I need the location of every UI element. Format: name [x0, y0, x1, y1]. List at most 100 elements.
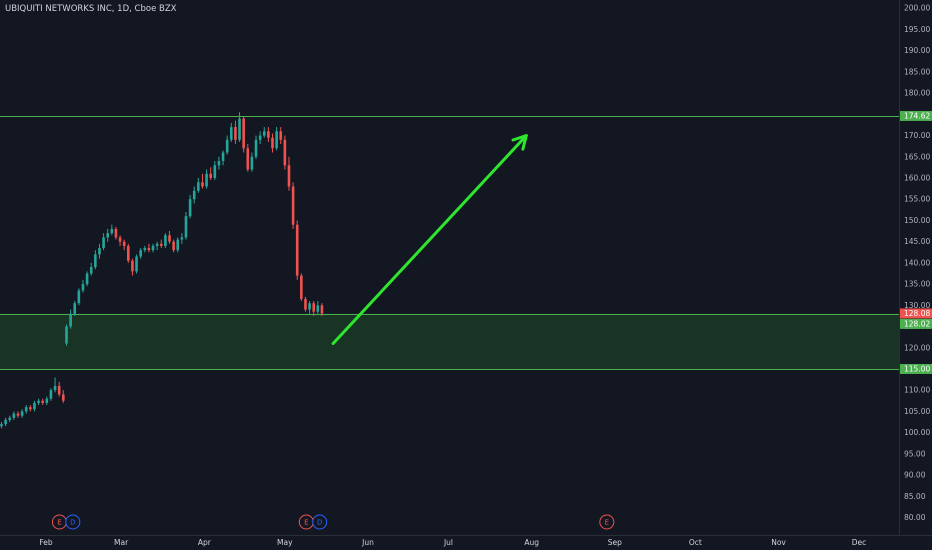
dividend-marker[interactable] [312, 514, 328, 530]
projection-arrow[interactable] [331, 134, 528, 346]
candle-body [24, 407, 28, 412]
candle-body [16, 413, 20, 416]
y-tick-label: 85.00 [904, 492, 926, 501]
candle-body [151, 245, 155, 251]
x-tick-label: Nov [771, 538, 786, 547]
candle-body [85, 273, 89, 285]
candle-body [110, 228, 114, 234]
candle-body [118, 237, 122, 242]
candle-body [283, 139, 287, 166]
candle-body [41, 400, 44, 403]
arrow-head [511, 134, 528, 151]
candle-body [164, 235, 167, 246]
candle-body [201, 182, 204, 187]
candle-body [45, 398, 49, 403]
candle-body [279, 131, 283, 140]
y-tick-label: 170.00 [904, 131, 930, 140]
candle-body [168, 235, 171, 242]
candle-body [316, 305, 320, 312]
y-tick-label: 130.00 [904, 301, 930, 310]
candle-body [159, 243, 163, 246]
candle-body [320, 305, 324, 314]
candle-body [262, 131, 266, 136]
candle-body [122, 241, 126, 246]
x-tick-label: May [277, 538, 293, 547]
x-tick-label: Feb [39, 538, 53, 547]
y-tick-label: 135.00 [904, 280, 930, 289]
candle-body [89, 267, 93, 274]
candle-body [131, 260, 134, 272]
y-tick-label: 105.00 [904, 407, 930, 416]
y-tick-label: 95.00 [904, 449, 926, 458]
chart-title: UBIQUITI NETWORKS INC, 1D, Cboe BZX [5, 4, 177, 14]
candle-body [147, 248, 151, 251]
candle-body [275, 131, 278, 149]
x-tick-label: Aug [524, 538, 539, 547]
level-badge-mid-label: 128.02 [904, 319, 930, 328]
x-tick-label: Jul [443, 538, 453, 547]
candle-body [94, 254, 97, 268]
candle-body [205, 173, 208, 187]
candle-body [127, 245, 130, 261]
x-tick-label: Sep [608, 538, 622, 547]
candle-body [242, 118, 245, 149]
event-marker-label: E [304, 519, 308, 527]
candle-body [37, 400, 40, 403]
x-tick-label: Dec [852, 538, 867, 547]
candle-body [267, 131, 270, 138]
candle-body [258, 135, 262, 140]
dividend-marker[interactable] [65, 514, 81, 530]
y-tick-label: 190.00 [904, 46, 930, 55]
candle-body [238, 118, 241, 140]
candle-body [29, 407, 32, 410]
y-tick-label: 165.00 [904, 152, 930, 161]
candle-body [69, 313, 72, 327]
y-tick-label: 150.00 [904, 216, 930, 225]
candle-body [291, 186, 295, 225]
y-tick-label: 120.00 [904, 343, 930, 352]
candle-body [308, 303, 311, 310]
candle-series [0, 112, 324, 429]
last-price-badge-label: 128.08 [904, 309, 930, 318]
candle-body [230, 127, 233, 140]
candle-body [143, 248, 147, 251]
candle-body [102, 237, 105, 249]
candle-body [20, 411, 24, 416]
candle-body [49, 390, 53, 399]
candle-body [33, 402, 36, 410]
candle-body [81, 284, 85, 291]
y-tick-label: 90.00 [904, 471, 926, 480]
y-tick-label: 195.00 [904, 25, 930, 34]
x-tick-label: Oct [689, 538, 702, 547]
candle-body [8, 417, 12, 420]
earnings-marker[interactable] [599, 514, 615, 530]
y-tick-label: 155.00 [904, 195, 930, 204]
y-tick-label: 200.00 [904, 4, 930, 13]
x-tick-label: Jun [361, 538, 374, 547]
event-marker-label: D [317, 519, 322, 527]
candle-body [53, 385, 57, 391]
level-badge-top [900, 110, 932, 121]
arrow-shaft [331, 134, 528, 346]
event-marker-label: E [605, 519, 609, 527]
event-marker-label: E [57, 519, 61, 527]
candle-body [106, 233, 109, 238]
candle-body [65, 326, 68, 344]
time-axis[interactable]: Feb Mar Apr May Jun Jul Aug Sep Oct Nov Dec [39, 538, 866, 547]
candle-body [0, 424, 3, 427]
candle-body [73, 303, 77, 314]
y-tick-label: 100.00 [904, 428, 930, 437]
candle-body [57, 385, 61, 395]
candle-body [77, 290, 81, 304]
candle-body [250, 156, 254, 170]
candle-body [176, 239, 180, 251]
candle-body [217, 161, 221, 166]
candle-body [246, 148, 250, 170]
candle-body [197, 182, 200, 191]
candle-body [254, 139, 258, 157]
candle-body [209, 173, 212, 178]
y-tick-label: 160.00 [904, 174, 930, 183]
candle-body [135, 256, 138, 272]
